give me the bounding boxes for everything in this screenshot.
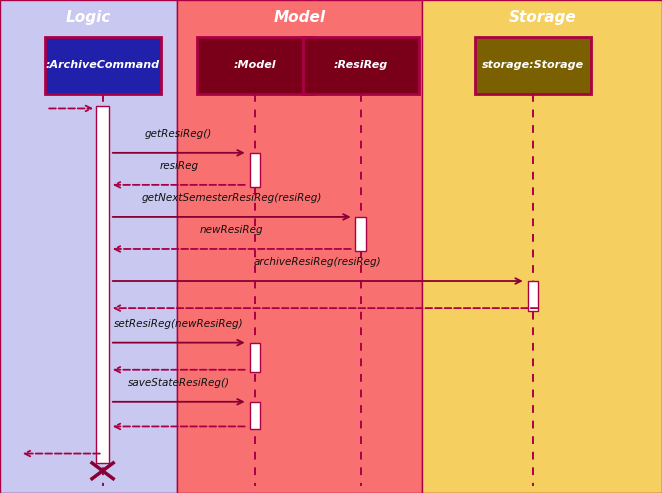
Bar [475, 37, 591, 94]
Text: Storage: Storage [508, 10, 576, 25]
Bar [528, 281, 538, 311]
Bar [177, 0, 422, 493]
Bar [45, 37, 160, 94]
Text: getResiReg(): getResiReg() [145, 129, 213, 139]
Bar [96, 106, 109, 463]
Text: :ResiReg: :ResiReg [334, 60, 388, 70]
Bar [197, 37, 312, 94]
Bar [250, 153, 260, 187]
Bar [355, 217, 366, 251]
Bar [250, 343, 260, 372]
Text: Logic: Logic [66, 10, 111, 25]
Bar [303, 37, 419, 94]
Text: Model: Model [274, 10, 326, 25]
Bar [0, 0, 177, 493]
Bar [422, 0, 662, 493]
Text: :Model: :Model [234, 60, 276, 70]
Text: storage:Storage: storage:Storage [482, 60, 584, 70]
Text: :ArchiveCommand: :ArchiveCommand [46, 60, 160, 70]
Text: resiReg: resiReg [159, 161, 199, 171]
Text: setResiReg(newResiReg): setResiReg(newResiReg) [114, 319, 244, 329]
Text: archiveResiReg(resiReg): archiveResiReg(resiReg) [254, 257, 381, 267]
Bar [250, 402, 260, 429]
Text: saveStateResiReg(): saveStateResiReg() [128, 378, 230, 388]
Text: newResiReg: newResiReg [200, 225, 263, 235]
Text: getNextSemesterResiReg(resiReg): getNextSemesterResiReg(resiReg) [142, 193, 322, 203]
